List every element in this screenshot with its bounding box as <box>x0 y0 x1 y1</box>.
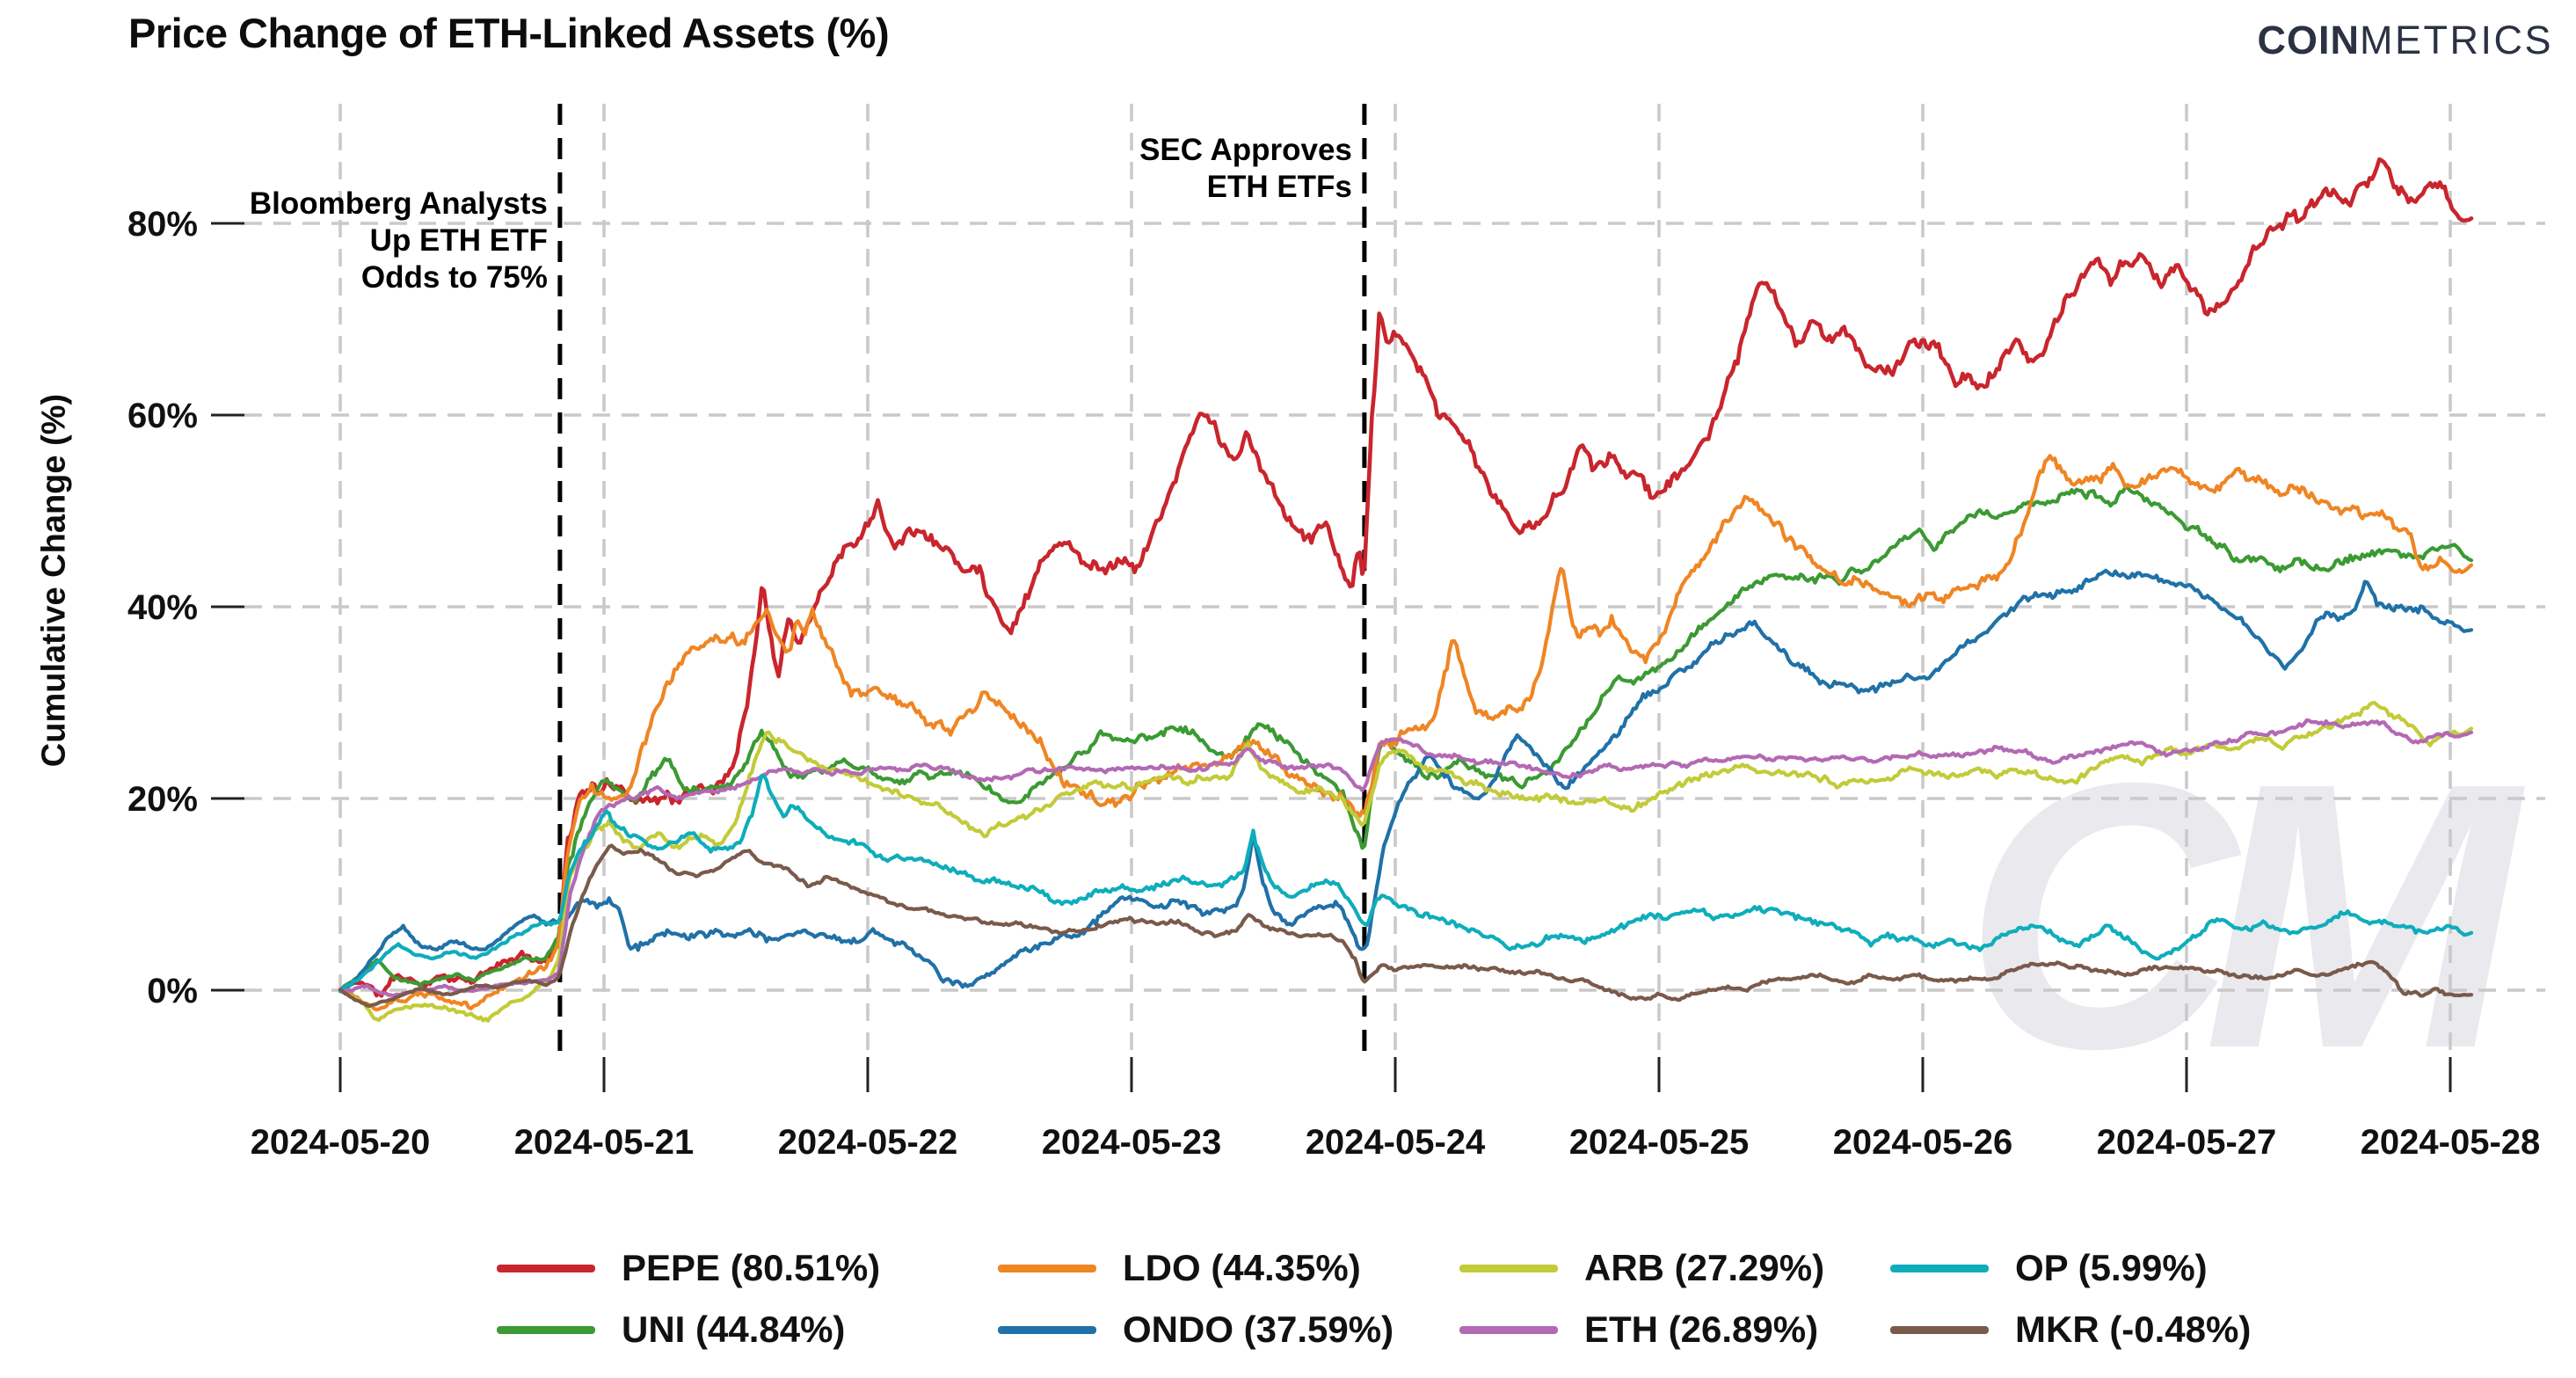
legend-swatch-arb <box>1459 1264 1558 1272</box>
y-tick-label: 60% <box>127 397 198 435</box>
series-line-eth <box>338 718 2474 998</box>
legend-label-eth: ETH (26.89%) <box>1584 1309 1819 1350</box>
legend-item-arb: ARB (27.29%) <box>1459 1242 1824 1294</box>
legend-item-ldo: LDO (44.35%) <box>998 1242 1361 1294</box>
legend-label-pepe: PEPE (80.51%) <box>622 1247 881 1288</box>
watermark-cm-logo: CM <box>1964 705 2529 1127</box>
legend-item-mkr: MKR (-0.48%) <box>1890 1303 2251 1356</box>
event-annotation-line: ETH ETFs <box>1207 170 1352 204</box>
event-annotation-line: Bloomberg Analysts <box>250 186 548 221</box>
legend-label-arb: ARB (27.29%) <box>1584 1247 1825 1288</box>
legend-item-eth: ETH (26.89%) <box>1459 1303 1818 1356</box>
series-line-ldo <box>338 454 2474 1012</box>
x-tick-label: 2024-05-28 <box>2361 1123 2541 1162</box>
x-tick-label: 2024-05-23 <box>1042 1123 1222 1162</box>
logo-metrics-text: METRICS <box>2360 18 2553 62</box>
legend-swatch-op <box>1890 1264 1989 1272</box>
legend-label-mkr: MKR (-0.48%) <box>2015 1309 2252 1350</box>
y-tick-label: 20% <box>127 780 198 819</box>
x-tick-label: 2024-05-26 <box>1833 1123 2013 1162</box>
event-annotation-line: Up ETH ETF <box>370 223 548 258</box>
legend-swatch-ondo <box>998 1325 1096 1334</box>
x-tick-label: 2024-05-21 <box>514 1123 695 1162</box>
x-tick-label: 2024-05-24 <box>1306 1123 1486 1162</box>
legend-label-ondo: ONDO (37.59%) <box>1123 1309 1394 1350</box>
x-tick-label: 2024-05-27 <box>2097 1123 2277 1162</box>
legend-item-uni: UNI (44.84%) <box>497 1303 845 1356</box>
event-annotation-line: SEC Approves <box>1139 133 1352 167</box>
x-tick-label: 2024-05-25 <box>1569 1123 1750 1162</box>
coinmetrics-logo: COINMETRICS <box>2258 18 2554 63</box>
legend-label-uni: UNI (44.84%) <box>622 1309 846 1350</box>
series-line-mkr <box>338 843 2474 1008</box>
y-tick-label: 80% <box>127 205 198 244</box>
series-line-ondo <box>338 568 2474 992</box>
legend-label-op: OP (5.99%) <box>2015 1247 2208 1288</box>
series-line-uni <box>338 485 2474 993</box>
legend-swatch-eth <box>1459 1325 1558 1334</box>
x-tick-label: 2024-05-22 <box>778 1123 958 1162</box>
legend-item-pepe: PEPE (80.51%) <box>497 1242 880 1294</box>
legend-swatch-uni <box>497 1325 595 1334</box>
legend-swatch-pepe <box>497 1264 595 1272</box>
legend-swatch-mkr <box>1890 1325 1989 1334</box>
series-line-op <box>338 774 2474 994</box>
y-tick-label: 40% <box>127 588 198 627</box>
legend-item-ondo: ONDO (37.59%) <box>998 1303 1394 1356</box>
event-annotation-line: Odds to 75% <box>361 260 548 295</box>
legend-swatch-ldo <box>998 1264 1096 1272</box>
legend-item-op: OP (5.99%) <box>1890 1242 2208 1294</box>
legend-label-ldo: LDO (44.35%) <box>1123 1247 1361 1288</box>
logo-coin-text: COIN <box>2257 18 2360 62</box>
y-tick-label: 0% <box>147 972 198 1010</box>
chart-title: Price Change of ETH-Linked Assets (%) <box>128 10 890 56</box>
x-tick-label: 2024-05-20 <box>251 1123 431 1162</box>
